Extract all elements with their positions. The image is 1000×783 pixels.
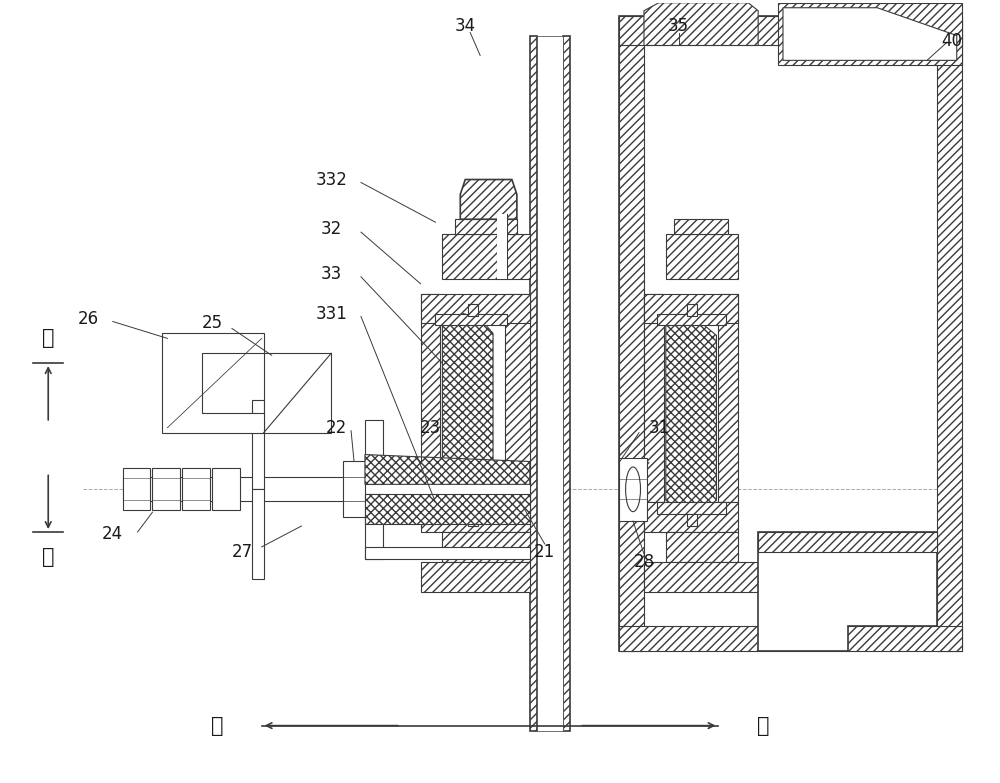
Polygon shape — [666, 316, 716, 512]
Polygon shape — [468, 514, 478, 526]
Polygon shape — [758, 532, 937, 651]
Bar — [666, 234, 738, 279]
Bar — [252, 400, 264, 489]
Polygon shape — [264, 353, 331, 433]
Polygon shape — [687, 304, 697, 316]
Bar — [758, 532, 937, 552]
Bar — [674, 219, 728, 234]
Bar — [563, 35, 570, 731]
Bar — [619, 626, 962, 651]
Bar — [442, 532, 530, 561]
Bar — [182, 468, 210, 511]
Text: 26: 26 — [77, 309, 99, 327]
Polygon shape — [644, 3, 758, 45]
Bar — [666, 532, 738, 561]
Bar — [537, 35, 563, 731]
Text: 27: 27 — [231, 543, 252, 561]
Polygon shape — [442, 313, 493, 514]
Polygon shape — [162, 334, 264, 433]
Text: 31: 31 — [648, 419, 669, 437]
Polygon shape — [687, 514, 697, 526]
Polygon shape — [468, 304, 478, 316]
Bar — [505, 294, 530, 502]
Bar — [152, 468, 180, 511]
Text: 上: 上 — [42, 328, 54, 348]
Bar — [718, 294, 738, 502]
Text: 331: 331 — [315, 305, 347, 323]
Polygon shape — [365, 494, 530, 524]
Bar — [657, 502, 726, 514]
Bar — [212, 468, 240, 511]
Bar — [644, 294, 664, 502]
Text: 23: 23 — [420, 419, 441, 437]
Polygon shape — [460, 179, 517, 219]
Bar — [252, 489, 264, 579]
Ellipse shape — [626, 467, 640, 511]
Bar — [937, 16, 962, 651]
Bar — [530, 35, 537, 731]
Polygon shape — [783, 8, 957, 60]
Text: 33: 33 — [321, 265, 342, 283]
Bar — [455, 219, 517, 234]
Polygon shape — [644, 561, 758, 592]
Polygon shape — [421, 561, 530, 592]
Text: 24: 24 — [102, 525, 123, 543]
Bar — [421, 502, 530, 532]
Text: 35: 35 — [668, 16, 689, 34]
Bar — [365, 494, 383, 559]
Bar — [365, 420, 383, 485]
Bar — [497, 215, 507, 279]
Bar — [343, 461, 365, 517]
Text: 25: 25 — [201, 315, 223, 333]
Bar — [619, 16, 962, 651]
Bar — [123, 468, 150, 511]
Bar — [365, 547, 530, 559]
Text: 32: 32 — [321, 220, 342, 238]
Text: 下: 下 — [42, 547, 54, 567]
Bar — [421, 294, 530, 323]
Text: 21: 21 — [534, 543, 555, 561]
Text: 右: 右 — [757, 716, 769, 735]
Bar — [619, 16, 644, 651]
Polygon shape — [365, 455, 530, 485]
Bar — [435, 313, 507, 326]
Bar — [619, 16, 962, 45]
Bar — [435, 502, 507, 514]
Text: 左: 左 — [211, 716, 223, 735]
Text: 34: 34 — [455, 16, 476, 34]
Text: 40: 40 — [941, 31, 962, 49]
Bar — [644, 294, 738, 323]
Bar — [644, 502, 738, 532]
Bar — [619, 457, 647, 521]
Bar — [442, 234, 530, 279]
Bar — [421, 294, 440, 502]
Text: 22: 22 — [326, 419, 347, 437]
Bar — [123, 478, 530, 501]
Text: 332: 332 — [315, 171, 347, 189]
Text: 28: 28 — [633, 553, 655, 571]
Polygon shape — [778, 3, 962, 65]
Bar — [657, 313, 726, 326]
